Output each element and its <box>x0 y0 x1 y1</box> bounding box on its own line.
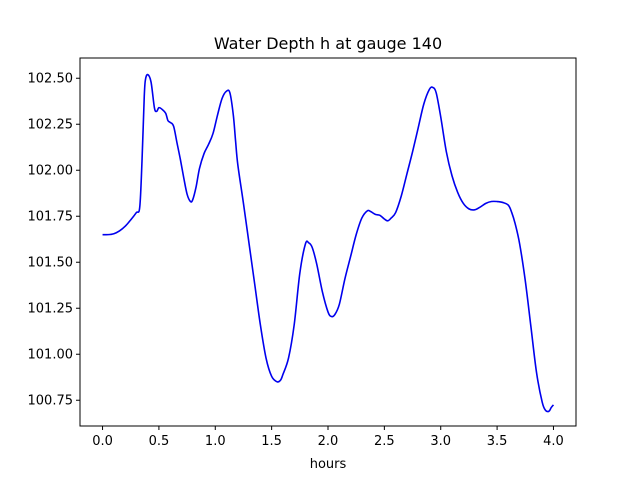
chart-title: Water Depth h at gauge 140 <box>214 34 442 53</box>
x-axis-label: hours <box>310 457 347 472</box>
x-tick-label: 0.5 <box>149 434 170 449</box>
x-tick-label: 2.0 <box>318 434 339 449</box>
axis-ticks: 0.0 0.5 1.0 1.5 2.0 2.5 3.0 3.5 4.0 100.75 101.00 1… <box>28 72 564 449</box>
x-tick-label: 4.0 <box>543 434 564 449</box>
y-tick-label: 100.75 <box>28 394 74 409</box>
x-tick-label: 1.5 <box>261 434 282 449</box>
x-tick-label: 2.5 <box>374 434 395 449</box>
series-line-0 <box>102 73 555 413</box>
y-tick-label: 102.25 <box>28 118 74 133</box>
plot-lines <box>102 73 555 413</box>
y-tick-label: 101.00 <box>28 348 74 363</box>
x-tick-label: 1.0 <box>205 434 226 449</box>
x-tick-label: 0.0 <box>92 434 113 449</box>
x-tick-label: 3.5 <box>487 434 508 449</box>
y-tick-label: 102.50 <box>28 72 74 87</box>
y-tick-label: 101.50 <box>28 256 74 271</box>
x-tick-label: 3.0 <box>430 434 451 449</box>
y-tick-label: 101.75 <box>28 210 74 225</box>
y-tick-label: 101.25 <box>28 302 74 317</box>
y-tick-label: 102.00 <box>28 164 74 179</box>
